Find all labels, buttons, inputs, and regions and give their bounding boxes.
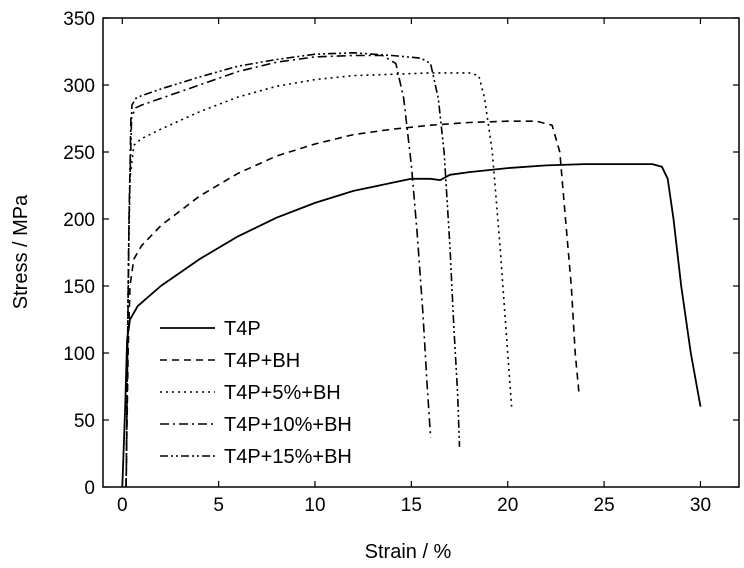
series-line-3: [125, 54, 432, 488]
y-tick-label: 350: [63, 9, 95, 30]
y-tick-label: 200: [63, 210, 95, 231]
legend-label-4: T4P+15%+BH: [224, 446, 352, 468]
x-tick-label: 0: [117, 495, 128, 516]
y-tick-label: 100: [63, 344, 95, 365]
x-tick-label: 25: [594, 495, 615, 516]
legend: T4P T4P+BH T4P+5%+BH T4P+10%+BH T4P+15%+BH: [160, 318, 352, 468]
legend-label-0: T4P: [224, 318, 261, 340]
y-tick-label: 250: [63, 143, 95, 164]
legend-label-2: T4P+5%+BH: [224, 382, 341, 404]
y-axis-title: Stress / MPa: [10, 194, 32, 309]
series-line-0: [121, 163, 702, 488]
x-tick-label: 15: [401, 495, 422, 516]
series-line-4: [125, 52, 461, 488]
series-lines: [121, 52, 702, 488]
x-tick-label: 20: [497, 495, 518, 516]
legend-label-1: T4P+BH: [224, 350, 300, 372]
y-tick-label: 0: [84, 478, 95, 499]
y-tick-label: 300: [63, 76, 95, 97]
series-line-2: [125, 72, 513, 488]
x-tick-label: 30: [690, 495, 711, 516]
series-line-1: [125, 120, 580, 488]
legend-label-3: T4P+10%+BH: [224, 414, 352, 436]
y-tick-label: 50: [74, 411, 95, 432]
plot-area-frame: [102, 17, 740, 488]
x-tick-label: 10: [304, 495, 325, 516]
x-axis-title: Strain / %: [365, 541, 452, 563]
x-tick-label: 5: [213, 495, 224, 516]
y-tick-label: 150: [63, 277, 95, 298]
